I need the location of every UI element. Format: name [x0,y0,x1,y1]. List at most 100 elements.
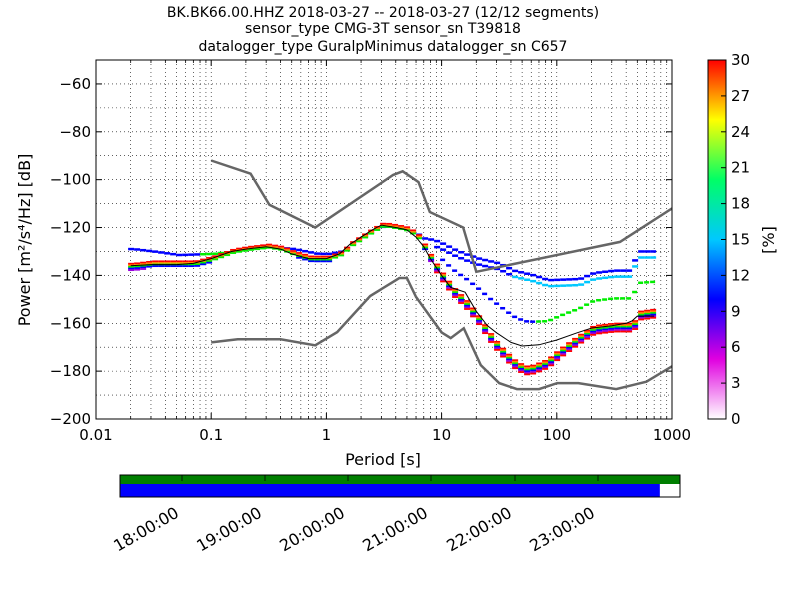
y-tick-label: −200 [50,410,91,428]
density-cell [440,272,447,275]
density-cell [410,232,417,235]
density-cell [620,330,627,333]
density-cell [188,262,195,264]
density-cell [464,308,471,310]
density-cell [542,277,549,281]
density-cell [632,321,639,324]
density-cell [350,242,357,245]
density-cell [524,371,531,374]
density-cell [560,278,567,281]
density-cell [308,260,315,263]
density-cell [488,260,495,263]
density-cell [290,251,297,254]
density-cell [188,253,195,256]
density-cell [554,316,560,319]
density-cell [140,266,147,269]
density-cell [428,253,435,256]
x-axis-ticks: 0.01 0.1 1 10 100 1000 [79,60,691,444]
density-cell [422,245,429,247]
density-cell [536,370,543,373]
density-cell [212,252,219,256]
density-cell [470,310,477,313]
density-cell [626,297,632,300]
density-cell [536,365,543,368]
density-cell [374,227,381,230]
density-cell [476,257,483,260]
density-cell [446,280,453,283]
density-cell [602,276,609,280]
density-cell [512,367,519,370]
density-cell [584,303,590,306]
density-cell [140,261,147,264]
timeline-used-bar [120,484,660,497]
density-cell [176,253,183,257]
density-cell [590,327,597,330]
density-cell [230,248,237,251]
density-cell [152,262,159,264]
density-cell [188,265,195,268]
density-cell [458,300,465,303]
density-cell [590,272,597,275]
density-cell [176,265,183,268]
density-cell [470,282,476,286]
density-cell [578,338,585,341]
timeline-time-label: 22:00:00 [443,503,515,555]
density-cell [230,252,237,254]
density-cell [644,256,651,259]
density-cell [608,327,615,330]
density-cell [608,329,615,332]
density-cell [272,244,279,247]
density-cell [512,269,519,273]
density-cell [524,367,531,369]
density-cell [272,246,279,249]
density-cell [476,316,483,319]
density-cell [440,280,447,283]
density-cell [650,308,657,311]
density-cell [206,252,213,256]
density-cell [140,248,147,252]
density-cell [638,316,645,319]
density-cell [632,320,639,322]
density-cell [248,249,255,251]
density-cell [518,363,525,365]
density-cell [530,320,536,323]
density-cell [464,259,471,262]
density-cell [350,244,357,247]
density-cell [554,352,561,355]
density-cell [464,304,471,307]
density-cell [584,334,591,337]
density-cell [506,356,513,359]
density-cell [578,333,585,336]
density-cell [212,258,219,261]
density-cell [416,234,423,237]
density-cell [152,250,159,253]
density-cell [332,253,339,256]
density-cell [500,352,507,355]
density-cell [626,325,633,328]
density-cell [530,364,537,367]
density-cell [548,364,555,367]
density-cell [440,248,447,251]
colorbar-tick-label: 0 [731,410,741,428]
density-cell [302,255,309,258]
density-cell [560,354,567,357]
density-cell [140,268,147,270]
density-cell [596,271,603,274]
density-cell [314,255,321,258]
density-cell [452,254,459,257]
density-cell [176,260,183,263]
density-cell [542,368,549,370]
density-cell [410,229,417,232]
density-cell [524,272,531,275]
density-cell [590,332,597,335]
density-cell [578,277,585,280]
y-tick-label: −160 [50,314,91,332]
density-cell [626,324,633,327]
colorbar-ticks: 0 3 6 9 12 15 18 21 24 27 30 [721,51,750,428]
density-cell [632,259,639,262]
density-cell [170,252,177,256]
density-cell [536,281,543,285]
density-cell [482,330,489,333]
density-cell [620,324,627,327]
density-cell [134,248,141,251]
